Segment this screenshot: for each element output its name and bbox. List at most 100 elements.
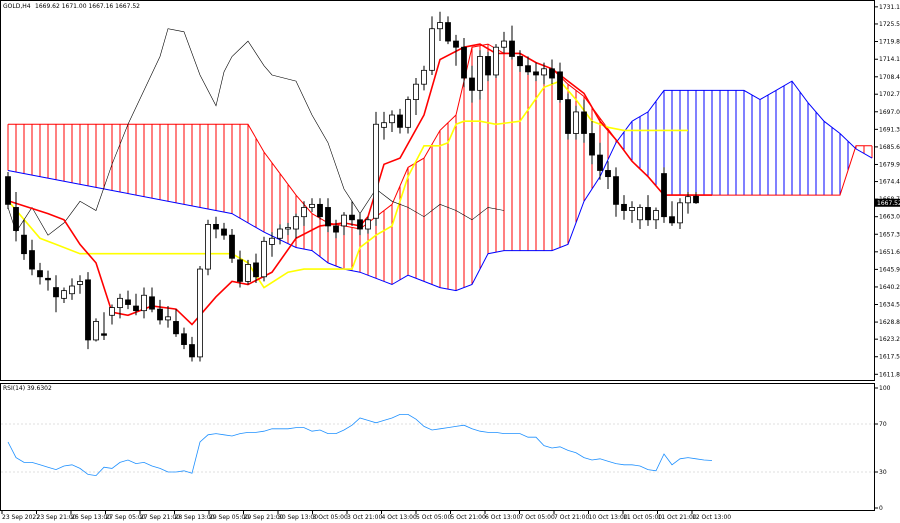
time-tick-label: 23 Sep 21:00 xyxy=(37,514,77,521)
candle xyxy=(437,11,443,42)
candle xyxy=(485,51,491,82)
candle-body-bear xyxy=(453,40,459,48)
candle xyxy=(597,142,603,180)
candle xyxy=(669,201,675,226)
candle-body-bear xyxy=(613,176,619,205)
candle xyxy=(77,275,83,294)
candle-body-bear xyxy=(517,56,523,67)
candle xyxy=(533,62,539,82)
candle xyxy=(173,309,179,337)
candle-body-bull xyxy=(77,280,83,285)
time-tick-label: 12 Oct 13:00 xyxy=(692,514,731,521)
candles xyxy=(5,11,699,362)
candle xyxy=(421,65,427,91)
rsi-label: RSI(14) 39.6302 xyxy=(3,385,52,392)
candle xyxy=(477,50,483,100)
price-tick-label: 1731.10 xyxy=(879,4,900,11)
candle-body-bull xyxy=(373,123,379,219)
candle xyxy=(101,312,107,340)
candle-body-bull xyxy=(205,223,211,270)
candle xyxy=(605,161,611,189)
candle-body-bull xyxy=(677,202,683,224)
candle xyxy=(45,270,51,291)
candle xyxy=(677,198,683,230)
candle xyxy=(237,250,243,288)
time-tick-label: 28 Sep 13:00 xyxy=(175,514,215,521)
candle xyxy=(61,287,67,303)
candle xyxy=(517,50,523,72)
candle-body-bull xyxy=(61,290,67,299)
candle-body-bear xyxy=(581,111,587,134)
price-tick-label: 1674.40 xyxy=(879,179,900,186)
candle-body-bear xyxy=(333,225,339,233)
candle xyxy=(69,278,75,300)
candle-body-bear xyxy=(229,234,235,259)
time-tick-label: 30 Sep 13:00 xyxy=(278,514,318,521)
candle-body-bull xyxy=(109,307,115,316)
candle-body-bear xyxy=(21,234,27,255)
price-tick-label: 1657.30 xyxy=(879,231,900,238)
price-tick-label: 1611.85 xyxy=(879,371,900,378)
candle-body-bear xyxy=(85,279,91,341)
candle-body-bull xyxy=(141,294,147,312)
rsi-tick-label: 0 xyxy=(879,505,883,512)
candle xyxy=(365,216,371,234)
candle-body-bull xyxy=(421,69,427,85)
candle xyxy=(5,172,11,209)
price-tick-label: 1719.85 xyxy=(879,39,900,46)
candle xyxy=(685,192,691,214)
candle-body-bull xyxy=(301,207,307,218)
candle xyxy=(621,195,627,220)
time-tick-label: 26 Sep 13:00 xyxy=(71,514,111,521)
candle xyxy=(373,111,379,226)
time-tick-label: 29 Sep 21:00 xyxy=(244,514,284,521)
candle xyxy=(149,287,155,313)
candle-body-bear xyxy=(157,308,163,321)
rsi-panel: 100 70 30 0 xyxy=(1,385,891,512)
price-panel-frame xyxy=(0,0,875,381)
candle-body-bear xyxy=(669,216,675,224)
candle-body-bear xyxy=(645,207,651,221)
candle-body-bull xyxy=(277,228,283,239)
candle xyxy=(557,62,563,103)
price-tick-label: 1702.75 xyxy=(879,91,900,98)
candle xyxy=(613,167,619,217)
candle-body-bear xyxy=(221,228,227,236)
time-tick-label: 23 Sep 2022 xyxy=(2,514,40,521)
candle xyxy=(629,201,635,223)
candle xyxy=(653,207,659,230)
candle-body-bear xyxy=(357,219,363,230)
candle-body-bull xyxy=(269,237,275,245)
candle-body-bear xyxy=(317,203,323,218)
time-tick-label: 7 Oct 05:00 xyxy=(520,514,555,521)
time-tick-label: 5 Oct 05:00 xyxy=(416,514,451,521)
price-tick-label: 1714.10 xyxy=(879,56,900,63)
price-tick-label: 1708.40 xyxy=(879,74,900,81)
time-tick-label: 10 Oct 13:00 xyxy=(589,514,628,521)
candle xyxy=(293,213,299,239)
candle xyxy=(405,96,411,134)
price-tick-label: 1640.20 xyxy=(879,284,900,291)
candle-body-bull xyxy=(309,203,315,208)
candle-body-bull xyxy=(573,111,579,134)
candle-body-bull xyxy=(405,99,411,128)
candle xyxy=(589,121,595,165)
candle xyxy=(133,293,139,316)
price-tick-label: 1691.35 xyxy=(879,126,900,133)
price-tick-label: 1623.25 xyxy=(879,336,900,343)
candle xyxy=(429,16,435,75)
time-tick-label: 5 Oct 21:00 xyxy=(451,514,486,521)
candle-body-bull xyxy=(381,122,387,128)
time-tick-label: 7 Oct 21:00 xyxy=(554,514,589,521)
price-tick-label: 1617.55 xyxy=(879,354,900,361)
candle xyxy=(549,59,555,85)
candle xyxy=(125,290,131,310)
price-tick-label: 1645.90 xyxy=(879,266,900,273)
candle-body-bull xyxy=(117,297,123,308)
candle xyxy=(157,299,163,325)
candle xyxy=(261,236,267,282)
candle-body-bull xyxy=(493,46,499,76)
candle-body-bear xyxy=(173,321,179,335)
